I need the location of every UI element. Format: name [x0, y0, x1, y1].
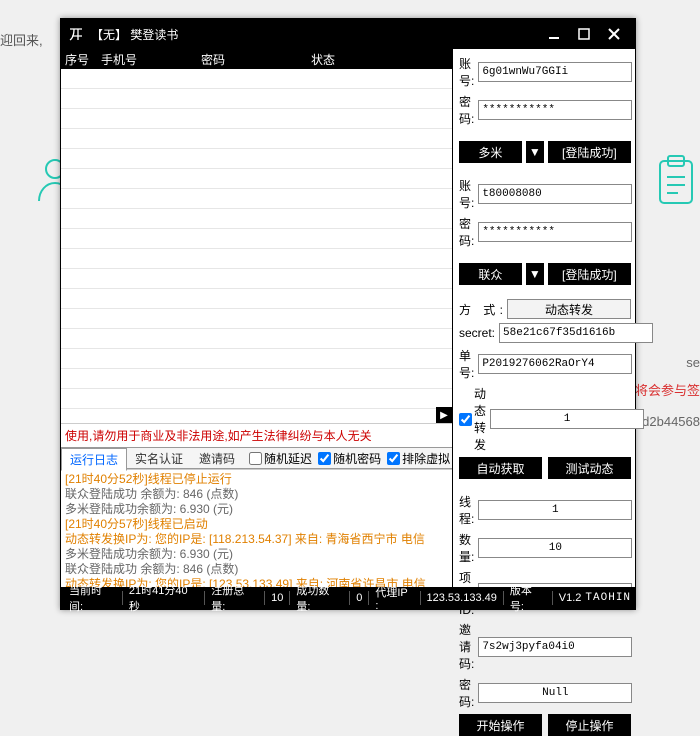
background-greeting: 迎回来,: [0, 30, 43, 49]
provider2-select[interactable]: 联众: [459, 263, 522, 285]
status-time-label: 当前时间:: [65, 582, 120, 614]
window-title: 【无】 樊登读书: [91, 26, 178, 43]
minimize-button[interactable]: [539, 20, 569, 48]
background-clipboard-icon: [658, 155, 694, 208]
tab-invite[interactable]: 邀请码: [191, 448, 243, 469]
dynamic-count-input[interactable]: [490, 409, 644, 429]
col-phone: 手机号: [101, 51, 201, 68]
status-time: 21时41分40秒: [125, 582, 202, 614]
brand-label: TAOHIN: [585, 592, 631, 604]
mode-select[interactable]: 动态转发: [507, 299, 631, 319]
status-succ: 0: [352, 592, 366, 604]
thread-input[interactable]: [478, 500, 632, 520]
qty-input[interactable]: [478, 538, 632, 558]
qty-label: 数 量:: [459, 531, 474, 565]
table-header: 序号 手机号 密码 状态: [61, 49, 452, 69]
log-line: 多米登陆成功余额为: 6.930 (元): [65, 502, 448, 517]
acct1-input[interactable]: [478, 62, 632, 82]
order-label: 单 号:: [459, 347, 474, 381]
left-panel: 序号 手机号 密码 状态 ▶ 使用,请勿用于商业及非法用途,如产生法律纠纷与本人…: [61, 49, 453, 587]
chk-dynamic-forward[interactable]: 动态转发: [459, 385, 486, 453]
right-panel: 账 号: 密 码: 多米 ▼ [登陆成功] 账 号: 密 码: 联众 ▼ [登陆…: [453, 49, 635, 587]
chk-random-password-label: 随机密码: [333, 450, 381, 467]
secret-input[interactable]: [499, 323, 653, 343]
status-succ-label: 成功数量:: [292, 582, 347, 614]
pwd2-input[interactable]: [478, 222, 632, 242]
disclaimer-text: 使用,请勿用于商业及非法用途,如产生法律纠纷与本人无关: [61, 423, 452, 447]
log-line: [21时40分57秒]线程已启动: [65, 517, 448, 532]
status-reg: 10: [267, 592, 287, 604]
log-line: 动态转发换IP为: 您的IP是: [118.213.54.37] 来自: 青海省…: [65, 532, 448, 547]
provider1-select[interactable]: 多米: [459, 141, 522, 163]
tab-log[interactable]: 运行日志: [61, 448, 127, 471]
app-logo-icon: [67, 25, 85, 43]
login1-status[interactable]: [登陆成功]: [548, 141, 631, 163]
status-reg-label: 注册总量:: [207, 582, 262, 614]
login2-status[interactable]: [登陆成功]: [548, 263, 631, 285]
invite-input[interactable]: [478, 637, 632, 657]
col-password: 密码: [201, 51, 311, 68]
invite-label: 邀请码:: [459, 621, 474, 672]
acct2-input[interactable]: [478, 184, 632, 204]
close-button[interactable]: [599, 20, 629, 48]
log-line: 联众登陆成功 余额为: 846 (点数): [65, 487, 448, 502]
tabs-row: 运行日志 实名认证 邀请码 随机延迟 随机密码 排除虚拟: [61, 447, 452, 469]
chk-exclude-virtual[interactable]: 排除虚拟: [387, 450, 450, 467]
acct2-label: 账 号:: [459, 177, 474, 211]
col-status: 状态: [311, 51, 452, 68]
test-dynamic-button[interactable]: 测试动态: [548, 457, 631, 479]
secret-label: secret:: [459, 326, 495, 340]
provider1-dropdown-icon[interactable]: ▼: [526, 141, 544, 163]
thread-label: 线 程:: [459, 493, 474, 527]
provider2-dropdown-icon[interactable]: ▼: [526, 263, 544, 285]
maximize-button[interactable]: [569, 20, 599, 48]
chk-dynamic-forward-label: 动态转发: [474, 385, 486, 453]
stop-button[interactable]: 停止操作: [548, 714, 631, 736]
status-ip-label: 代理IP :: [371, 584, 417, 612]
auto-fetch-button[interactable]: 自动获取: [459, 457, 542, 479]
log-line: 多米登陆成功余额为: 6.930 (元): [65, 547, 448, 562]
acct1-label: 账 号:: [459, 55, 474, 89]
chk-random-password[interactable]: 随机密码: [318, 450, 381, 467]
pwd3-input[interactable]: [478, 683, 632, 703]
chk-exclude-virtual-label: 排除虚拟: [402, 450, 450, 467]
log-line: [21时40分52秒]线程已停止运行: [65, 472, 448, 487]
mode-label: 方 式:: [459, 301, 503, 318]
mode-value: 动态转发: [545, 301, 593, 318]
start-button[interactable]: 开始操作: [459, 714, 542, 736]
log-pane[interactable]: [21时40分52秒]线程已停止运行 联众登陆成功 余额为: 846 (点数) …: [61, 469, 452, 587]
pwd1-label: 密 码:: [459, 93, 474, 127]
log-line: 联众登陆成功 余额为: 846 (点数): [65, 562, 448, 577]
status-ver: V1.2: [555, 592, 586, 604]
table-body[interactable]: ▶: [61, 69, 452, 423]
background-text-se: se: [686, 355, 700, 370]
titlebar[interactable]: 【无】 樊登读书: [61, 19, 635, 49]
pwd1-input[interactable]: [478, 100, 632, 120]
pwd3-label: 密 码:: [459, 676, 474, 710]
status-bar: 当前时间: 21时41分40秒 注册总量: 10 成功数量: 0 代理IP : …: [61, 587, 635, 609]
chk-random-delay-label: 随机延迟: [264, 450, 312, 467]
app-window: 【无】 樊登读书 序号 手机号 密码 状态 ▶ 使用,请勿用于商业及非法用途,如…: [60, 18, 636, 610]
chk-random-delay[interactable]: 随机延迟: [249, 450, 312, 467]
col-index: 序号: [61, 51, 101, 68]
status-ver-label: 版本号:: [506, 582, 550, 614]
scroll-right-icon[interactable]: ▶: [436, 407, 452, 423]
tab-auth[interactable]: 实名认证: [127, 448, 191, 469]
status-ip: 123.53.133.49: [423, 592, 501, 604]
pwd2-label: 密 码:: [459, 215, 474, 249]
order-input[interactable]: [478, 354, 632, 374]
